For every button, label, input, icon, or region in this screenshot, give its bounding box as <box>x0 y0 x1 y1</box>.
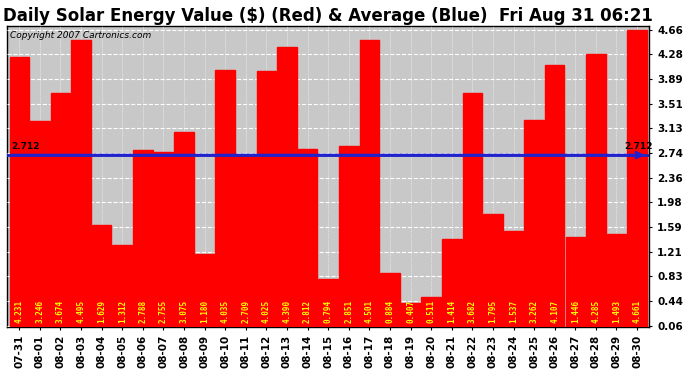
Text: 4.285: 4.285 <box>591 300 600 323</box>
Bar <box>175 132 194 330</box>
Bar <box>566 237 585 330</box>
Bar <box>298 148 317 330</box>
Text: 1.795: 1.795 <box>489 300 497 323</box>
Text: 3.682: 3.682 <box>468 300 477 323</box>
Text: 1.414: 1.414 <box>447 300 456 323</box>
Bar <box>154 152 173 330</box>
Text: 1.180: 1.180 <box>200 300 209 323</box>
Bar <box>50 93 70 330</box>
Bar <box>30 121 50 330</box>
Text: 4.661: 4.661 <box>633 300 642 323</box>
Text: 4.501: 4.501 <box>365 300 374 323</box>
Bar <box>586 54 606 330</box>
Bar <box>607 234 627 330</box>
Text: 4.107: 4.107 <box>550 300 559 323</box>
Bar <box>339 146 359 330</box>
Text: 4.035: 4.035 <box>221 300 230 323</box>
Text: 3.262: 3.262 <box>530 300 539 323</box>
Bar <box>627 30 647 330</box>
Bar <box>401 303 420 330</box>
Bar <box>359 40 379 330</box>
Text: Copyright 2007 Cartronics.com: Copyright 2007 Cartronics.com <box>10 31 151 40</box>
Title: Daily Solar Energy Value ($) (Red) & Average (Blue)  Fri Aug 31 06:21: Daily Solar Energy Value ($) (Red) & Ave… <box>3 7 653 25</box>
Text: 3.075: 3.075 <box>179 300 188 323</box>
Text: 1.537: 1.537 <box>509 300 518 323</box>
Text: 4.390: 4.390 <box>282 300 291 323</box>
Text: 1.629: 1.629 <box>97 300 106 323</box>
Text: 2.812: 2.812 <box>303 300 312 323</box>
Bar <box>422 297 441 330</box>
Bar <box>380 273 400 330</box>
Text: 0.511: 0.511 <box>426 300 435 323</box>
Text: 4.231: 4.231 <box>14 300 23 323</box>
Text: 0.794: 0.794 <box>324 300 333 323</box>
Text: 1.446: 1.446 <box>571 300 580 323</box>
Bar <box>277 47 297 330</box>
Text: 1.312: 1.312 <box>118 300 127 323</box>
Bar <box>442 238 462 330</box>
Text: 1.493: 1.493 <box>612 300 621 323</box>
Text: 3.674: 3.674 <box>56 300 65 323</box>
Text: 2.712: 2.712 <box>11 142 39 151</box>
Text: 2.755: 2.755 <box>159 300 168 323</box>
Bar <box>483 214 503 330</box>
Bar <box>524 120 544 330</box>
Text: 2.709: 2.709 <box>241 300 250 323</box>
Bar <box>195 254 215 330</box>
Bar <box>462 93 482 330</box>
Bar <box>504 231 523 330</box>
Bar <box>215 70 235 330</box>
Bar <box>71 40 91 330</box>
Text: 2.712: 2.712 <box>624 142 653 151</box>
Text: 0.407: 0.407 <box>406 300 415 323</box>
Bar <box>257 70 276 330</box>
Text: 4.025: 4.025 <box>262 300 271 323</box>
Bar <box>318 279 338 330</box>
Bar <box>545 65 564 330</box>
Text: 3.246: 3.246 <box>35 300 44 323</box>
Bar <box>236 155 255 330</box>
Text: 2.788: 2.788 <box>139 300 148 323</box>
Text: 0.884: 0.884 <box>386 300 395 323</box>
Bar <box>112 245 132 330</box>
Bar <box>92 225 112 330</box>
Text: 4.495: 4.495 <box>77 300 86 323</box>
Text: 2.851: 2.851 <box>344 300 353 323</box>
Bar <box>133 150 152 330</box>
Bar <box>10 57 29 330</box>
